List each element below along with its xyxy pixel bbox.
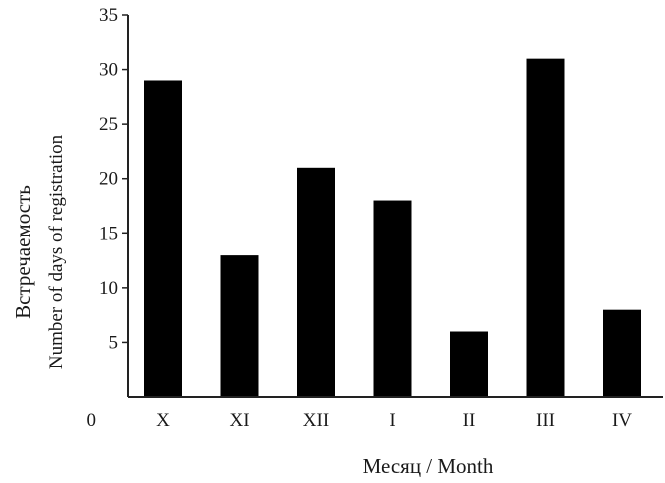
x-axis-label: Месяц / Month — [363, 454, 494, 478]
x-tick-label: XII — [303, 410, 329, 431]
y-tick-label: 25 — [99, 114, 118, 135]
x-tick-label: IV — [612, 410, 632, 431]
bar-XI — [220, 255, 259, 397]
x-tick-label: XI — [229, 410, 249, 431]
y-axis-label: Встречаемость — [11, 185, 35, 319]
y-tick-label: 35 — [99, 5, 118, 26]
y-tick-label: 15 — [99, 223, 118, 244]
y-tick-label: 30 — [99, 60, 118, 81]
bar-IV — [603, 309, 641, 397]
x-tick-label: III — [536, 410, 555, 431]
bars-group — [144, 58, 641, 398]
x-tick-label: X — [156, 410, 170, 431]
bar-X — [144, 80, 182, 397]
y-axis-sublabel: Number of days of registration — [46, 134, 67, 369]
y-tick-label: 20 — [99, 169, 118, 190]
bar-III — [526, 58, 565, 398]
x-tick-label: I — [389, 410, 395, 431]
y-tick-label: 5 — [109, 332, 119, 353]
x-ticks-group: X XI XII I II III IV — [156, 410, 632, 431]
bar-I — [373, 200, 412, 397]
bar-XII — [297, 167, 335, 397]
y-tick-label: 0 — [87, 410, 97, 431]
y-tick-label: 10 — [99, 278, 118, 299]
x-tick-label: II — [463, 410, 476, 431]
bar-II — [450, 331, 488, 397]
y-ticks-group: 0 5 10 15 20 25 30 35 — [87, 5, 128, 431]
